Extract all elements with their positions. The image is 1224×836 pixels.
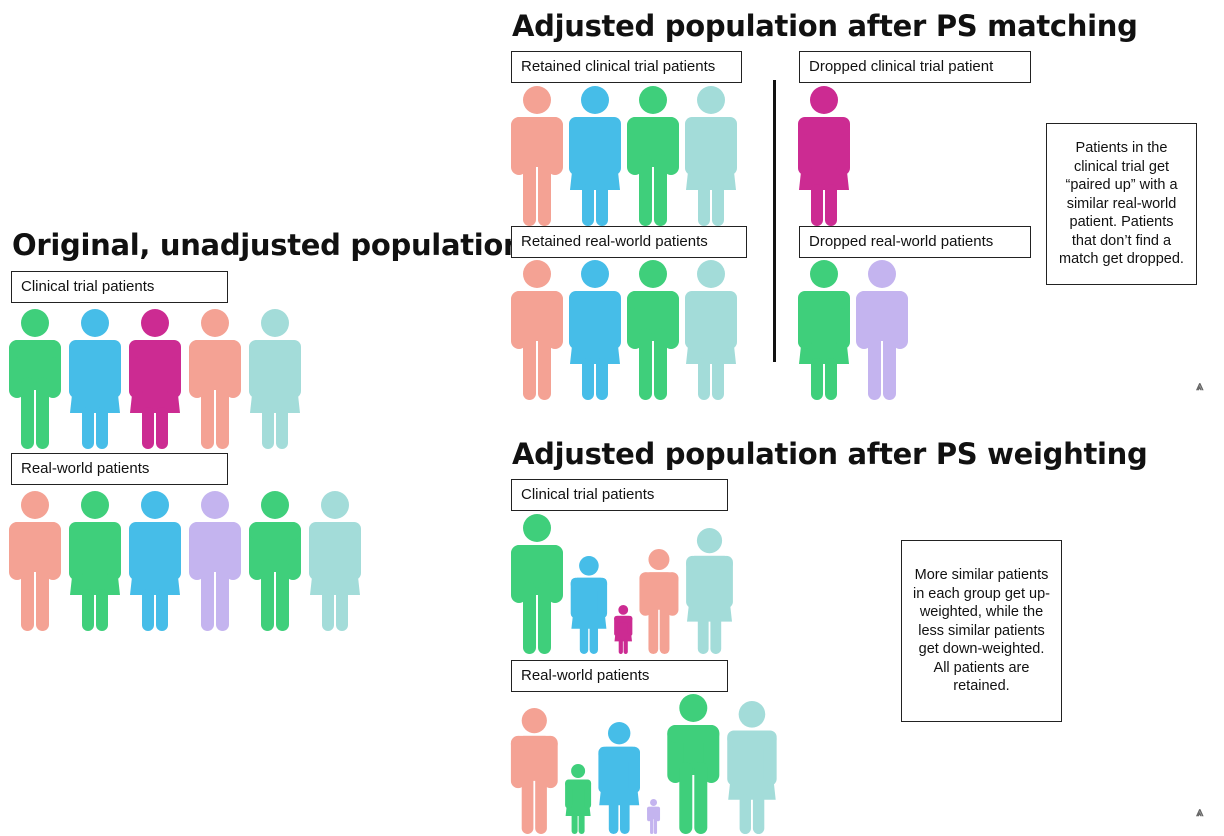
female-patient-icon: [685, 86, 737, 226]
male-patient-icon: [511, 514, 563, 654]
male-patient-icon: [511, 260, 563, 400]
male-patient-icon: [667, 694, 720, 834]
male-patient-icon: [9, 309, 61, 449]
male-patient-icon: [510, 708, 558, 834]
female-patient-icon: [69, 309, 121, 449]
male-patient-icon: [627, 86, 679, 226]
corner-mark: ⩓: [1196, 804, 1204, 819]
weighting-clinical-people: [511, 514, 733, 654]
male-patient-icon: [189, 491, 241, 631]
matching-title: Adjusted population after PS matching: [512, 9, 1138, 43]
female-patient-icon: [129, 309, 181, 449]
female-patient-icon: [129, 491, 181, 631]
female-patient-icon: [598, 722, 640, 834]
retained-realworld-people: [511, 260, 737, 400]
female-patient-icon: [69, 491, 121, 631]
dropped-realworld-people: [798, 260, 908, 400]
original-realworld-label: Real-world patients: [11, 453, 228, 485]
weighting-realworld-people: [510, 694, 777, 834]
corner-mark: ⩓: [1196, 378, 1204, 393]
female-patient-icon: [686, 528, 733, 654]
dropped-clinical-people: [798, 86, 850, 226]
weighting-realworld-label: Real-world patients: [511, 660, 728, 692]
male-patient-icon: [249, 491, 301, 631]
retained-realworld-label: Retained real-world patients: [511, 226, 747, 258]
weighting-clinical-label: Clinical trial patients: [511, 479, 728, 511]
retained-clinical-label: Retained clinical trial patients: [511, 51, 742, 83]
original-clinical-people: [9, 309, 301, 449]
male-patient-icon: [627, 260, 679, 400]
matching-note: Patients in the clinical trial get “pair…: [1046, 123, 1197, 285]
female-patient-icon: [614, 605, 633, 654]
original-realworld-people: [9, 491, 361, 631]
female-patient-icon: [798, 260, 850, 400]
female-patient-icon: [565, 764, 592, 834]
matching-divider: [773, 80, 776, 362]
female-patient-icon: [249, 309, 301, 449]
female-patient-icon: [570, 556, 608, 654]
female-patient-icon: [798, 86, 850, 226]
dropped-clinical-label: Dropped clinical trial patient: [799, 51, 1031, 83]
weighting-note: More similar patients in each group get …: [901, 540, 1062, 722]
male-patient-icon: [856, 260, 908, 400]
male-patient-icon: [647, 799, 661, 834]
female-patient-icon: [727, 701, 777, 834]
male-patient-icon: [9, 491, 61, 631]
original-clinical-label: Clinical trial patients: [11, 271, 228, 303]
male-patient-icon: [639, 549, 679, 654]
male-patient-icon: [511, 86, 563, 226]
dropped-realworld-label: Dropped real-world patients: [799, 226, 1031, 258]
female-patient-icon: [569, 86, 621, 226]
retained-clinical-people: [511, 86, 737, 226]
original-title: Original, unadjusted population: [12, 228, 524, 262]
female-patient-icon: [569, 260, 621, 400]
female-patient-icon: [685, 260, 737, 400]
female-patient-icon: [309, 491, 361, 631]
male-patient-icon: [189, 309, 241, 449]
weighting-title: Adjusted population after PS weighting: [512, 437, 1148, 471]
